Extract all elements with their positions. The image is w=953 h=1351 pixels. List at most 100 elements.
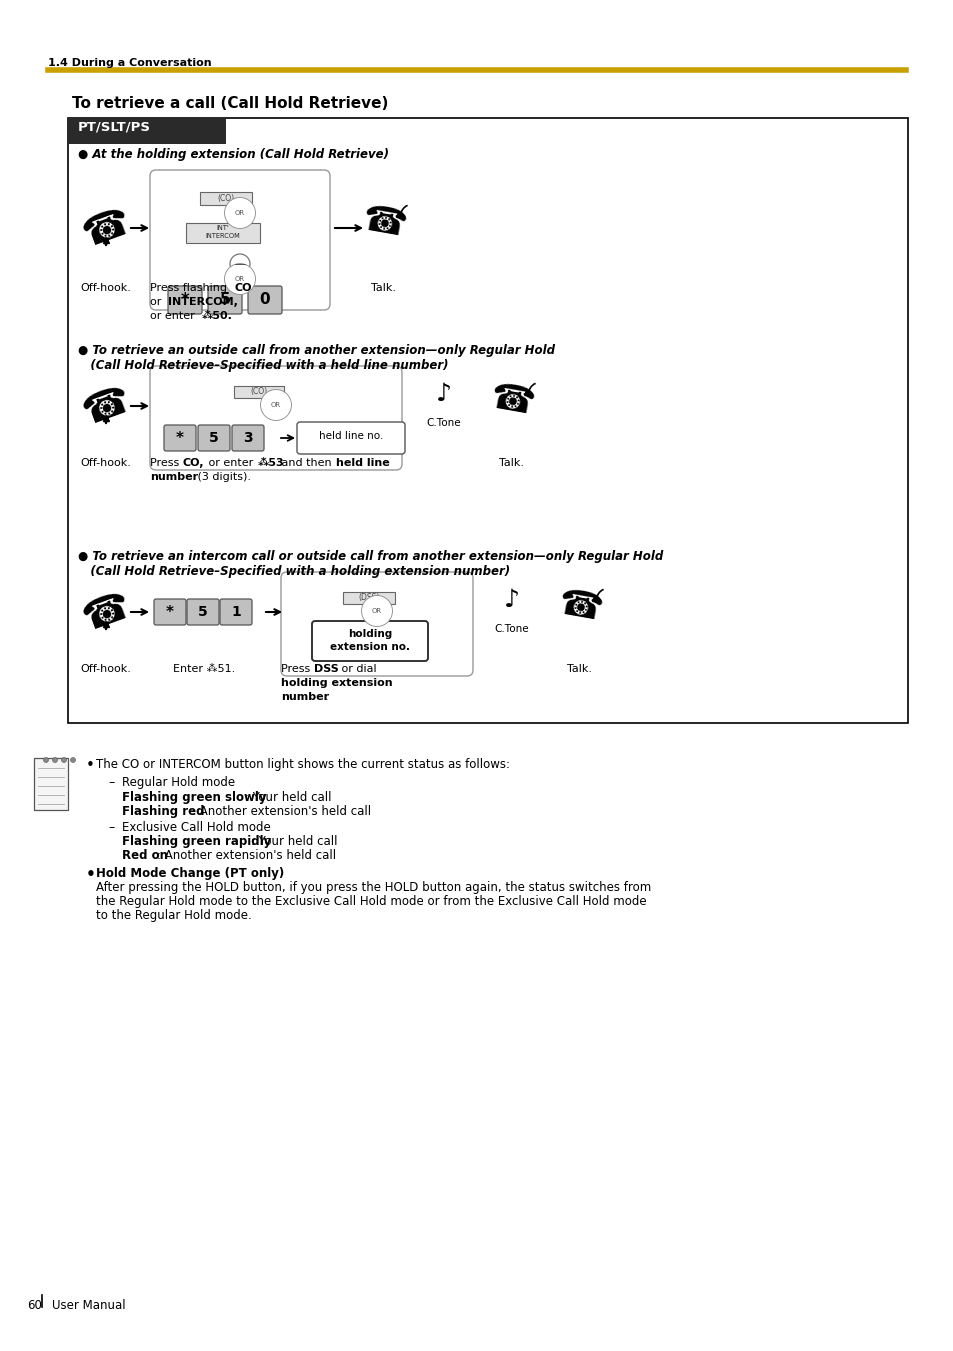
Text: or enter: or enter xyxy=(150,311,198,322)
Text: *: * xyxy=(180,290,189,309)
Text: Regular Hold mode: Regular Hold mode xyxy=(122,775,234,789)
Text: Off-hook.: Off-hook. xyxy=(80,282,132,293)
Text: ♪: ♪ xyxy=(436,382,452,407)
Text: Press: Press xyxy=(150,458,183,467)
Text: 5: 5 xyxy=(219,293,230,308)
Text: –: – xyxy=(108,821,114,834)
Text: Exclusive Call Hold mode: Exclusive Call Hold mode xyxy=(122,821,271,834)
Text: holding
extension no.: holding extension no. xyxy=(330,630,410,653)
FancyBboxPatch shape xyxy=(34,758,68,811)
FancyBboxPatch shape xyxy=(296,422,405,454)
Text: Talk.: Talk. xyxy=(499,458,524,467)
Text: Flashing green rapidly: Flashing green rapidly xyxy=(122,835,271,848)
Circle shape xyxy=(61,758,67,762)
Text: ☎: ☎ xyxy=(76,201,135,254)
Text: or enter: or enter xyxy=(205,458,256,467)
Text: *: * xyxy=(166,604,173,620)
FancyBboxPatch shape xyxy=(168,286,202,313)
Text: held line: held line xyxy=(335,458,390,467)
Text: PT/SLT/PS: PT/SLT/PS xyxy=(78,122,151,134)
Text: held line no.: held line no. xyxy=(318,431,383,440)
FancyBboxPatch shape xyxy=(150,366,401,470)
FancyBboxPatch shape xyxy=(153,598,186,626)
Text: Flashing red: Flashing red xyxy=(122,805,204,817)
Text: 1.4 During a Conversation: 1.4 During a Conversation xyxy=(48,58,212,68)
FancyBboxPatch shape xyxy=(150,170,330,309)
Text: •: • xyxy=(86,867,95,882)
Text: ● To retrieve an intercom call or outside call from another extension—only Regul: ● To retrieve an intercom call or outsid… xyxy=(78,550,662,563)
Text: DSS: DSS xyxy=(314,663,338,674)
Text: ⁂53: ⁂53 xyxy=(257,458,284,467)
Text: 5: 5 xyxy=(209,431,218,444)
Text: C.Tone: C.Tone xyxy=(495,624,529,634)
FancyBboxPatch shape xyxy=(248,286,282,313)
Text: the Regular Hold mode to the Exclusive Call Hold mode or from the Exclusive Call: the Regular Hold mode to the Exclusive C… xyxy=(96,894,646,908)
FancyBboxPatch shape xyxy=(200,192,252,205)
Text: ☎: ☎ xyxy=(486,381,537,422)
Text: or: or xyxy=(150,297,165,307)
Text: (Call Hold Retrieve–Specified with a holding extension number): (Call Hold Retrieve–Specified with a hol… xyxy=(78,565,510,578)
Text: Talk.: Talk. xyxy=(371,282,396,293)
Text: ☎: ☎ xyxy=(358,203,409,243)
Text: After pressing the HOLD button, if you press the HOLD button again, the status s: After pressing the HOLD button, if you p… xyxy=(96,881,651,894)
Text: User Manual: User Manual xyxy=(52,1300,126,1312)
Text: Flashing green slowly: Flashing green slowly xyxy=(122,790,266,804)
Text: number: number xyxy=(281,692,329,703)
FancyBboxPatch shape xyxy=(232,426,264,451)
Circle shape xyxy=(71,758,75,762)
Text: ☎: ☎ xyxy=(76,586,135,638)
Text: .: . xyxy=(325,692,328,703)
Text: Enter ⁂51.: Enter ⁂51. xyxy=(172,663,234,674)
Text: ● At the holding extension (Call Hold Retrieve): ● At the holding extension (Call Hold Re… xyxy=(78,149,389,161)
Text: ⁂50.: ⁂50. xyxy=(202,311,233,322)
Text: The CO or INTERCOM button light shows the current status as follows:: The CO or INTERCOM button light shows th… xyxy=(96,758,510,771)
Text: ☎: ☎ xyxy=(76,380,135,432)
Circle shape xyxy=(230,254,250,274)
Text: Press flashing: Press flashing xyxy=(150,282,231,293)
Text: : Your held call: : Your held call xyxy=(245,790,331,804)
Text: *: * xyxy=(175,431,184,446)
Text: 5: 5 xyxy=(198,605,208,619)
Text: ♪: ♪ xyxy=(503,588,519,612)
Text: (DSS): (DSS) xyxy=(358,593,379,603)
Text: (Call Hold Retrieve–Specified with a held line number): (Call Hold Retrieve–Specified with a hel… xyxy=(78,359,448,372)
Text: Talk.: Talk. xyxy=(567,663,592,674)
Text: C.Tone: C.Tone xyxy=(426,417,461,428)
Text: (CO): (CO) xyxy=(251,386,267,396)
Text: to the Regular Hold mode.: to the Regular Hold mode. xyxy=(96,909,252,921)
Text: OR: OR xyxy=(234,209,245,216)
FancyBboxPatch shape xyxy=(233,386,284,399)
Text: 3: 3 xyxy=(243,431,253,444)
Text: : Another extension's held call: : Another extension's held call xyxy=(192,805,371,817)
Text: or dial: or dial xyxy=(337,663,376,674)
Text: (3 digits).: (3 digits). xyxy=(193,471,251,482)
Text: and then: and then xyxy=(277,458,335,467)
Circle shape xyxy=(44,758,49,762)
Text: ☎: ☎ xyxy=(555,586,604,628)
FancyBboxPatch shape xyxy=(343,592,395,604)
Text: OR: OR xyxy=(271,403,281,408)
Circle shape xyxy=(52,758,57,762)
FancyBboxPatch shape xyxy=(187,598,219,626)
FancyBboxPatch shape xyxy=(164,426,195,451)
Text: Off-hook.: Off-hook. xyxy=(80,458,132,467)
Text: holding extension: holding extension xyxy=(281,678,393,688)
FancyBboxPatch shape xyxy=(198,426,230,451)
FancyBboxPatch shape xyxy=(186,223,260,243)
Text: To retrieve a call (Call Hold Retrieve): To retrieve a call (Call Hold Retrieve) xyxy=(71,96,388,111)
Text: OR: OR xyxy=(234,276,245,282)
Text: •: • xyxy=(86,758,94,773)
FancyBboxPatch shape xyxy=(220,598,252,626)
Text: Hold Mode Change (PT only): Hold Mode Change (PT only) xyxy=(96,867,284,880)
Text: number: number xyxy=(150,471,198,482)
Text: : Your held call: : Your held call xyxy=(251,835,336,848)
Text: Off-hook.: Off-hook. xyxy=(80,663,132,674)
FancyBboxPatch shape xyxy=(208,286,242,313)
FancyBboxPatch shape xyxy=(312,621,428,661)
Text: CO,: CO, xyxy=(183,458,204,467)
Text: ● To retrieve an outside call from another extension—only Regular Hold: ● To retrieve an outside call from anoth… xyxy=(78,345,555,357)
FancyBboxPatch shape xyxy=(68,118,226,145)
FancyBboxPatch shape xyxy=(281,571,473,676)
Text: (CO): (CO) xyxy=(217,195,234,203)
Text: OR: OR xyxy=(372,608,381,613)
